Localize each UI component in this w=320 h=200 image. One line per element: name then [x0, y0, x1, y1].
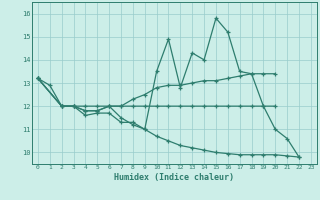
X-axis label: Humidex (Indice chaleur): Humidex (Indice chaleur) — [115, 173, 234, 182]
